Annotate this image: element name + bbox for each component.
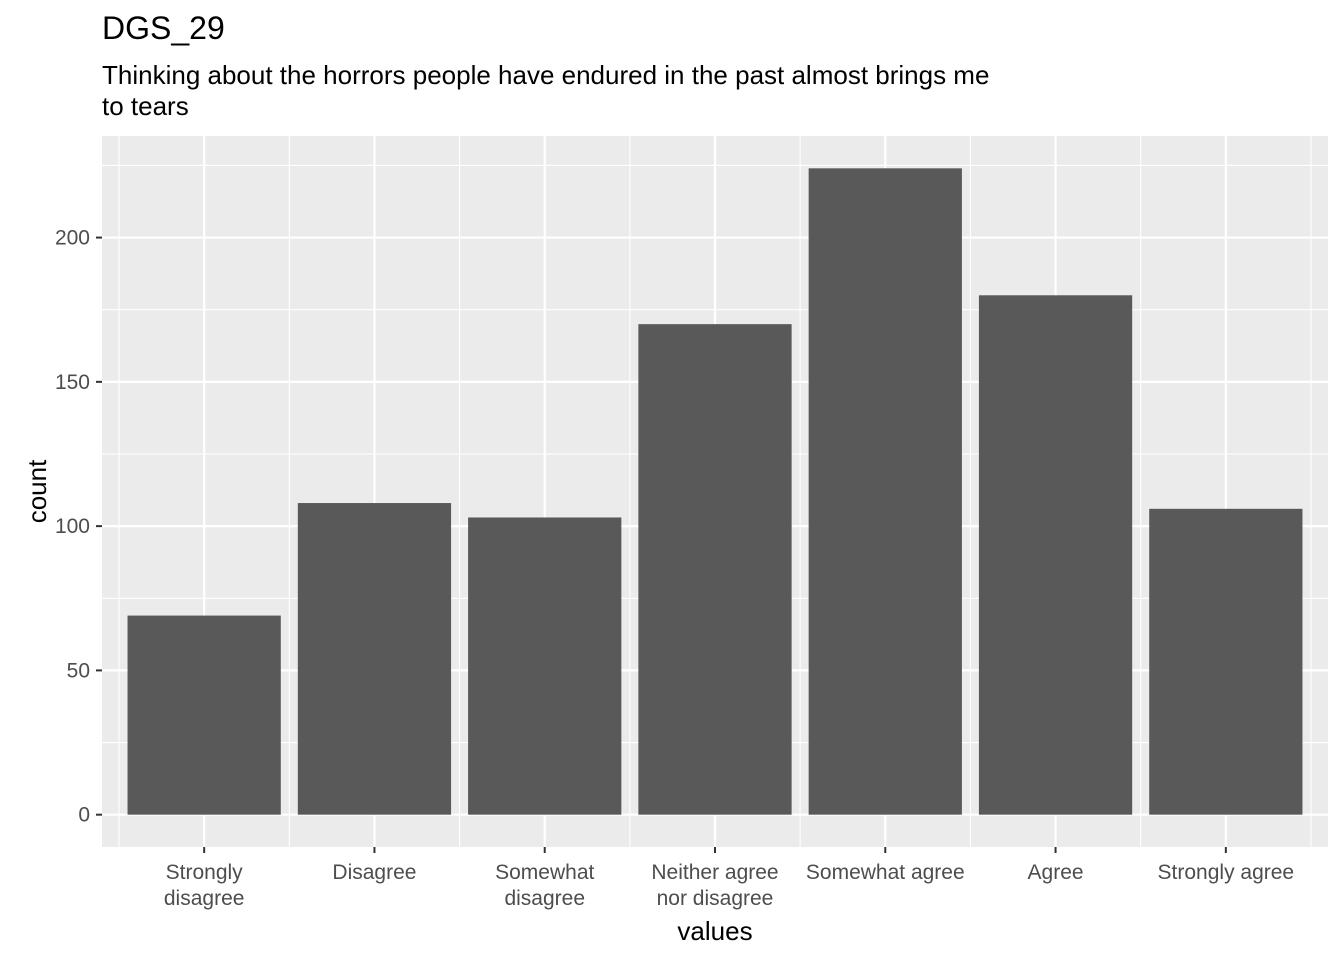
x-axis: Strongly disagree Disagree Somewhat disagree… [164, 847, 1294, 910]
x-tick-label: Agree [1028, 861, 1084, 884]
y-axis: 0 50 100 150 200 [55, 227, 102, 827]
bar [1149, 508, 1303, 815]
bar [468, 517, 622, 815]
bar [638, 324, 792, 815]
y-axis-title: count [22, 459, 52, 523]
bar [808, 168, 962, 815]
bars [127, 168, 1303, 815]
y-tick-label: 200 [55, 227, 90, 250]
chart-subtitle: Thinking about the horrors people have e… [102, 60, 990, 121]
x-tick-label: Strongly agree [1158, 861, 1295, 884]
x-tick-label: Somewhat agree [806, 861, 965, 884]
bar [127, 615, 281, 815]
y-tick-label: 150 [55, 371, 90, 394]
x-tick-label: Disagree [332, 861, 416, 884]
x-tick-label: Strongly disagree [164, 861, 245, 910]
x-tick-label: Somewhat disagree [495, 861, 594, 910]
y-tick-label: 100 [55, 515, 90, 538]
chart-title: DGS_29 [102, 10, 225, 46]
x-axis-title: values [677, 916, 752, 946]
bar [297, 503, 452, 815]
y-tick-label: 0 [78, 804, 90, 827]
x-tick-label: Neither agree nor disagree [651, 861, 778, 910]
bar [978, 295, 1133, 815]
y-tick-label: 50 [67, 659, 90, 682]
